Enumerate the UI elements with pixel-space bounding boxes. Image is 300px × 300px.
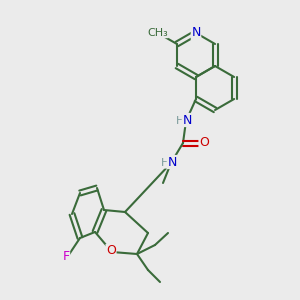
Text: CH₃: CH₃ (147, 28, 168, 38)
Text: N: N (191, 26, 201, 40)
Text: N: N (182, 113, 192, 127)
Text: O: O (106, 244, 116, 257)
Text: H: H (161, 158, 169, 168)
Text: H: H (176, 116, 184, 126)
Text: N: N (167, 155, 177, 169)
Text: F: F (62, 250, 70, 262)
Text: O: O (199, 136, 209, 148)
